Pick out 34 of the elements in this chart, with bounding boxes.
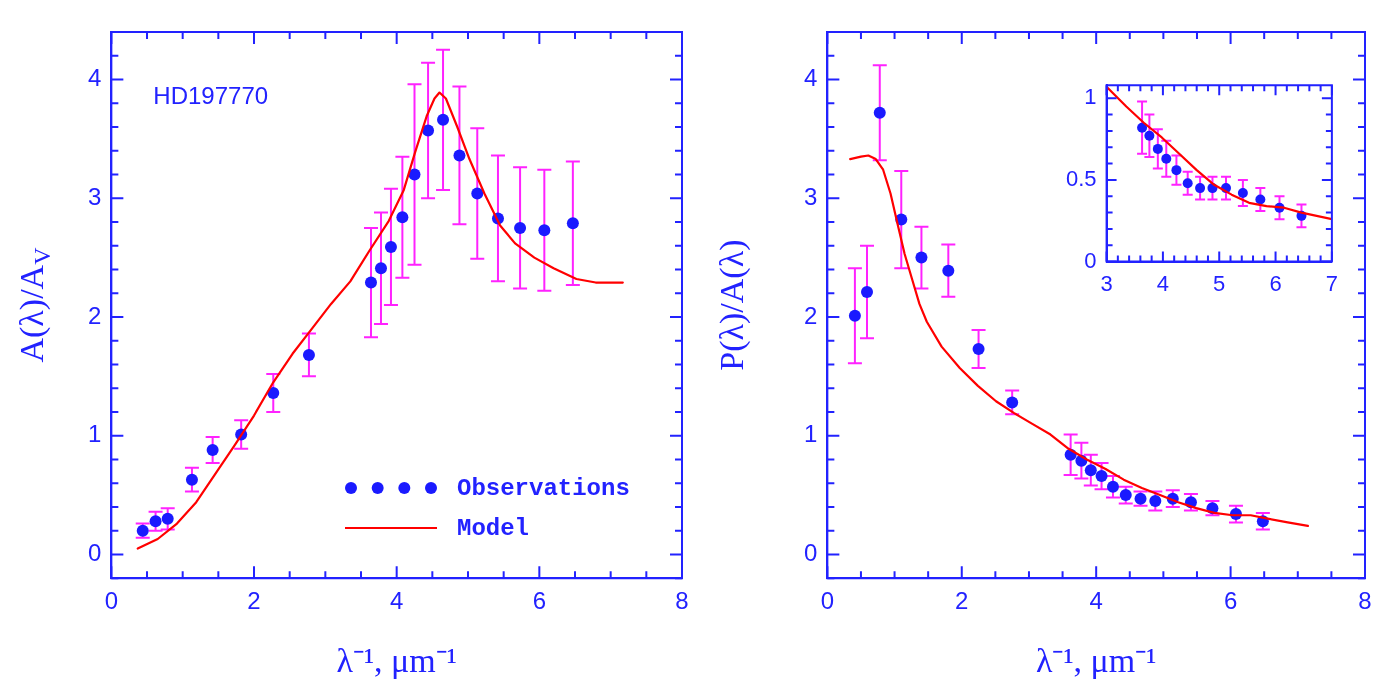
x-tick-label: 8 bbox=[675, 587, 689, 615]
legend-label: Observations bbox=[457, 474, 630, 502]
y-tick-label: 1 bbox=[87, 420, 102, 448]
y-tick-label: 1 bbox=[1084, 84, 1097, 110]
y-tick-label: 3 bbox=[803, 182, 818, 210]
annotation: HD197770 bbox=[153, 81, 269, 109]
x-tick-label: 6 bbox=[532, 587, 547, 615]
y-tick-label: 0 bbox=[1084, 247, 1097, 273]
x-tick-label: 2 bbox=[955, 587, 969, 615]
x-tick-label: 0 bbox=[104, 587, 119, 615]
y-tick-label: 0 bbox=[803, 539, 818, 567]
x-tick-label: 6 bbox=[1269, 270, 1282, 296]
y-tick-label: 0.5 bbox=[1065, 166, 1097, 191]
y-axis-title: A(λ)/AV bbox=[12, 247, 56, 363]
y-tick-label: 4 bbox=[87, 64, 102, 92]
x-tick-label: 7 bbox=[1325, 270, 1339, 296]
y-tick-label: 2 bbox=[803, 301, 818, 329]
legend-label: Model bbox=[457, 514, 530, 542]
x-tick-label: 6 bbox=[1223, 587, 1238, 615]
x-axis-title: λ⁻¹, μm⁻¹ bbox=[336, 641, 457, 679]
x-tick-label: 3 bbox=[1100, 270, 1113, 296]
x-tick-label: 5 bbox=[1213, 270, 1226, 296]
x-tick-label: 4 bbox=[389, 587, 404, 615]
y-tick-label: 1 bbox=[803, 420, 818, 448]
y-tick-label: 0 bbox=[87, 539, 102, 567]
x-tick-label: 0 bbox=[820, 587, 835, 615]
y-tick-label: 3 bbox=[87, 182, 102, 210]
x-tick-label: 4 bbox=[1156, 270, 1170, 296]
x-axis-title: λ⁻¹, μm⁻¹ bbox=[1035, 641, 1157, 679]
y-axis-title: P(λ)/A(λ) bbox=[712, 239, 751, 371]
y-tick-label: 4 bbox=[803, 64, 818, 92]
x-tick-label: 8 bbox=[1358, 587, 1372, 615]
x-tick-label: 2 bbox=[247, 587, 261, 615]
y-tick-label: 2 bbox=[87, 301, 102, 329]
